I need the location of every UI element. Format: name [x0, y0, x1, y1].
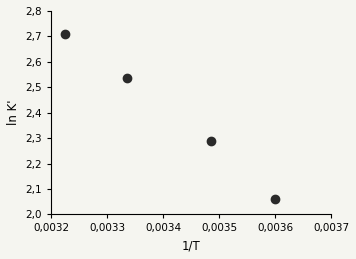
X-axis label: 1/T: 1/T [182, 239, 200, 252]
Point [124, 76, 130, 81]
Point [208, 139, 214, 143]
Point [62, 32, 68, 36]
Point [272, 197, 278, 201]
Y-axis label: ln K': ln K' [7, 100, 20, 125]
